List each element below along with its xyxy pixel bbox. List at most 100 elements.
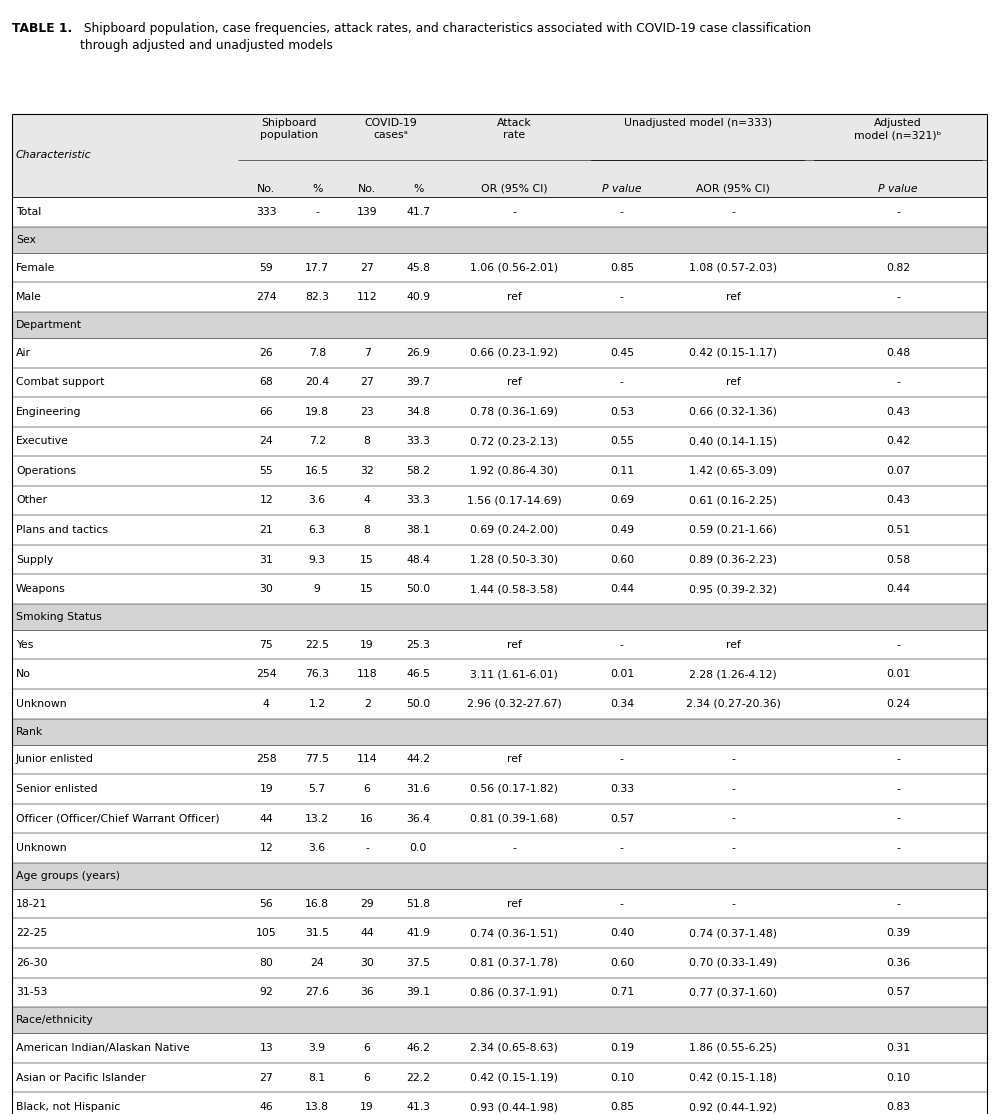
Text: -: - — [731, 843, 735, 853]
Text: 0.74 (0.36-1.51): 0.74 (0.36-1.51) — [470, 928, 558, 938]
Text: 0.55: 0.55 — [609, 437, 634, 447]
Bar — [12, 1007, 987, 1033]
Text: 25.3: 25.3 — [406, 639, 431, 649]
Text: 33.3: 33.3 — [406, 496, 431, 506]
Text: Executive: Executive — [16, 437, 69, 447]
Text: 59: 59 — [260, 263, 273, 273]
Text: 7.2: 7.2 — [309, 437, 326, 447]
Text: Department: Department — [16, 320, 82, 330]
Text: 0.69 (0.24-2.00): 0.69 (0.24-2.00) — [470, 525, 558, 535]
Text: 27.6: 27.6 — [305, 987, 330, 997]
Text: 68: 68 — [260, 378, 273, 388]
Text: 0.01: 0.01 — [886, 670, 910, 680]
Text: 0.42 (0.15-1.17): 0.42 (0.15-1.17) — [689, 348, 777, 358]
Text: 0.31: 0.31 — [886, 1043, 910, 1053]
Text: ref: ref — [506, 378, 521, 388]
Text: 13: 13 — [260, 1043, 273, 1053]
Text: Yes: Yes — [16, 639, 33, 649]
Text: Rank: Rank — [16, 726, 43, 736]
Text: No.: No. — [257, 184, 276, 194]
Text: 0.57: 0.57 — [609, 813, 634, 823]
Text: -: - — [620, 292, 623, 302]
Text: 13.2: 13.2 — [305, 813, 330, 823]
Text: 5.7: 5.7 — [309, 784, 326, 794]
Text: Shipboard population, case frequencies, attack rates, and characteristics associ: Shipboard population, case frequencies, … — [80, 22, 811, 51]
Text: 22.2: 22.2 — [406, 1073, 431, 1083]
Bar — [12, 226, 987, 253]
Text: 20.4: 20.4 — [305, 378, 330, 388]
Text: 22-25: 22-25 — [16, 928, 47, 938]
Text: Engineering: Engineering — [16, 407, 82, 417]
Text: 17.7: 17.7 — [305, 263, 330, 273]
Text: 19: 19 — [361, 639, 374, 649]
Text: 0.53: 0.53 — [609, 407, 634, 417]
Text: Unadjusted model (n=333): Unadjusted model (n=333) — [623, 118, 772, 128]
Text: 118: 118 — [357, 670, 378, 680]
Text: 2.34 (0.27-20.36): 2.34 (0.27-20.36) — [686, 698, 780, 709]
Text: 4: 4 — [263, 698, 270, 709]
Text: OR (95% CI): OR (95% CI) — [481, 184, 547, 194]
Text: AOR (95% CI): AOR (95% CI) — [696, 184, 770, 194]
Text: -: - — [620, 639, 623, 649]
Text: 105: 105 — [256, 928, 277, 938]
Text: American Indian/Alaskan Native: American Indian/Alaskan Native — [16, 1043, 190, 1053]
Text: 26.9: 26.9 — [406, 348, 431, 358]
Text: 41.9: 41.9 — [406, 928, 431, 938]
Text: 16: 16 — [361, 813, 374, 823]
Text: -: - — [731, 207, 735, 217]
Text: Supply: Supply — [16, 555, 53, 565]
Text: ref: ref — [506, 292, 521, 302]
Text: 0.43: 0.43 — [886, 407, 910, 417]
Text: 16.8: 16.8 — [305, 899, 330, 909]
Text: 0.39: 0.39 — [886, 928, 910, 938]
Text: 12: 12 — [260, 843, 273, 853]
Text: 0.45: 0.45 — [609, 348, 634, 358]
Text: 0.34: 0.34 — [609, 698, 634, 709]
Bar — [12, 862, 987, 889]
Text: 0.40 (0.14-1.15): 0.40 (0.14-1.15) — [689, 437, 777, 447]
Text: 22.5: 22.5 — [305, 639, 330, 649]
Text: 6.3: 6.3 — [309, 525, 326, 535]
Text: 55: 55 — [260, 466, 273, 476]
Text: 0.42 (0.15-1.18): 0.42 (0.15-1.18) — [689, 1073, 777, 1083]
Text: 26: 26 — [260, 348, 273, 358]
Text: -: - — [620, 207, 623, 217]
Text: 0.89 (0.36-2.23): 0.89 (0.36-2.23) — [689, 555, 777, 565]
Text: Age groups (years): Age groups (years) — [16, 871, 120, 881]
Text: 0.66 (0.23-1.92): 0.66 (0.23-1.92) — [470, 348, 558, 358]
Text: 3.6: 3.6 — [309, 843, 326, 853]
Text: 0.83: 0.83 — [886, 1102, 910, 1112]
Text: 0.10: 0.10 — [886, 1073, 910, 1083]
Text: 0.81 (0.37-1.78): 0.81 (0.37-1.78) — [470, 958, 558, 968]
Text: 0.42: 0.42 — [886, 437, 910, 447]
Text: 9.3: 9.3 — [309, 555, 326, 565]
Text: 0.74 (0.37-1.48): 0.74 (0.37-1.48) — [689, 928, 777, 938]
Text: Adjusted
model (n=321)ᵇ: Adjusted model (n=321)ᵇ — [854, 118, 942, 140]
Text: 1.44 (0.58-3.58): 1.44 (0.58-3.58) — [471, 584, 557, 594]
Text: 0.85: 0.85 — [609, 1102, 634, 1112]
Text: No: No — [16, 670, 31, 680]
Text: -: - — [896, 639, 900, 649]
Text: -: - — [512, 207, 515, 217]
Text: 16.5: 16.5 — [305, 466, 330, 476]
Text: 0.43: 0.43 — [886, 496, 910, 506]
Text: 6: 6 — [364, 784, 371, 794]
Text: 0.60: 0.60 — [609, 555, 634, 565]
Text: 1.2: 1.2 — [309, 698, 326, 709]
Text: 0.71: 0.71 — [609, 987, 634, 997]
Text: 38.1: 38.1 — [406, 525, 431, 535]
Text: -: - — [896, 899, 900, 909]
Text: %: % — [312, 184, 323, 194]
Text: 0.59 (0.21-1.66): 0.59 (0.21-1.66) — [689, 525, 777, 535]
Text: No.: No. — [358, 184, 377, 194]
Text: 1.08 (0.57-2.03): 1.08 (0.57-2.03) — [689, 263, 777, 273]
Text: 2.34 (0.65-8.63): 2.34 (0.65-8.63) — [471, 1043, 557, 1053]
Bar — [12, 312, 987, 338]
Text: -: - — [896, 207, 900, 217]
Text: 21: 21 — [260, 525, 273, 535]
Text: 0.61 (0.16-2.25): 0.61 (0.16-2.25) — [689, 496, 777, 506]
Text: 1.86 (0.55-6.25): 1.86 (0.55-6.25) — [689, 1043, 777, 1053]
Text: 0.66 (0.32-1.36): 0.66 (0.32-1.36) — [689, 407, 777, 417]
Text: 46.5: 46.5 — [406, 670, 431, 680]
Text: 51.8: 51.8 — [406, 899, 431, 909]
